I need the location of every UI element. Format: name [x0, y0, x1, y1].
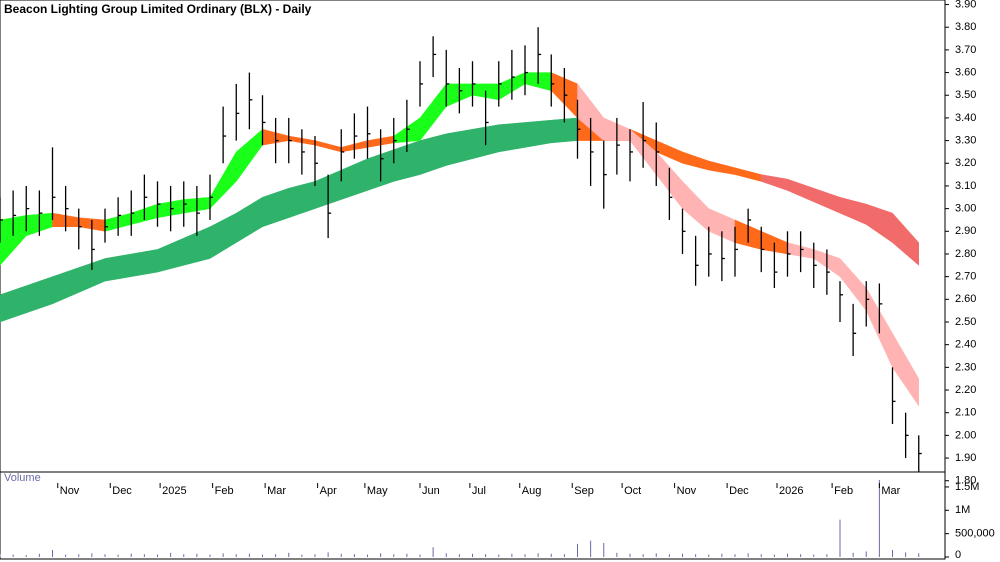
x-tick-label: Feb — [834, 485, 853, 497]
x-tick-label: Jul — [472, 485, 486, 497]
volume-label: Volume — [4, 472, 41, 484]
y-tick-label: 2.90 — [955, 225, 976, 237]
y-tick-label: 2.60 — [955, 293, 976, 305]
title-bg — [2, 2, 264, 17]
x-tick-label: Oct — [624, 485, 641, 497]
y-tick-label: 3.70 — [955, 44, 976, 56]
y-tick-label: 2.80 — [955, 248, 976, 260]
ribbon-segment — [131, 249, 158, 277]
axes: 1.80 1.90 2.00 2.10 2.20 2.30 2.40 2.50 2.60 2.70… — [57, 0, 995, 561]
price-bars — [0, 27, 922, 472]
x-tick-label: 2026 — [779, 485, 803, 497]
volume-tick-label: 1M — [955, 504, 970, 516]
y-tick-label: 3.40 — [955, 112, 976, 124]
volume-tick-label: 0 — [955, 549, 961, 561]
volume-panel — [0, 471, 946, 560]
y-tick-label: 2.50 — [955, 316, 976, 328]
y-tick-label: 3.50 — [955, 89, 976, 101]
y-tick-label: 3.20 — [955, 157, 976, 169]
y-tick-label: 1.90 — [955, 452, 976, 464]
y-tick-label: 2.00 — [955, 429, 976, 441]
x-tick-label: Mar — [881, 485, 900, 497]
y-tick-label: 2.30 — [955, 361, 976, 373]
x-tick-label: Dec — [729, 485, 749, 497]
volume-tick-label: 500,000 — [955, 528, 995, 540]
y-tick-label: 2.10 — [955, 407, 976, 419]
x-tick-label: 2025 — [162, 485, 186, 497]
y-tick-label: 2.40 — [955, 339, 976, 351]
x-tick-label: Apr — [320, 485, 337, 497]
x-tick-label: Nov — [677, 485, 697, 497]
ribbon-segment — [892, 332, 919, 407]
chart-title: Beacon Lighting Group Limited Ordinary (… — [4, 2, 312, 16]
y-tick-label: 2.70 — [955, 271, 976, 283]
y-tick-label: 3.10 — [955, 180, 976, 192]
x-tick-label: Feb — [215, 485, 234, 497]
ribbon-segment — [104, 253, 132, 282]
x-tick-label: May — [367, 485, 388, 497]
y-tick-label: 3.00 — [955, 203, 976, 215]
ribbon-segment — [524, 119, 552, 148]
x-tick-label: Aug — [522, 485, 542, 497]
y-tick-label: 3.60 — [955, 66, 976, 78]
x-tick-label: Mar — [267, 485, 286, 497]
ribbon-segment — [498, 122, 526, 153]
volume-bars — [0, 479, 920, 557]
y-tick-label: 2.20 — [955, 384, 976, 396]
x-tick-label: Nov — [60, 485, 80, 497]
ribbon-segment — [892, 212, 919, 266]
x-tick-label: Dec — [112, 485, 132, 497]
y-tick-label: 1.80 — [955, 475, 976, 487]
volume-tick-label: 1.5M — [955, 481, 979, 493]
x-tick-label: Sep — [574, 485, 594, 497]
y-tick-label: 3.90 — [955, 0, 976, 10]
y-tick-label: 3.80 — [955, 21, 976, 33]
x-tick-label: Jun — [422, 485, 440, 497]
y-tick-label: 3.30 — [955, 134, 976, 146]
